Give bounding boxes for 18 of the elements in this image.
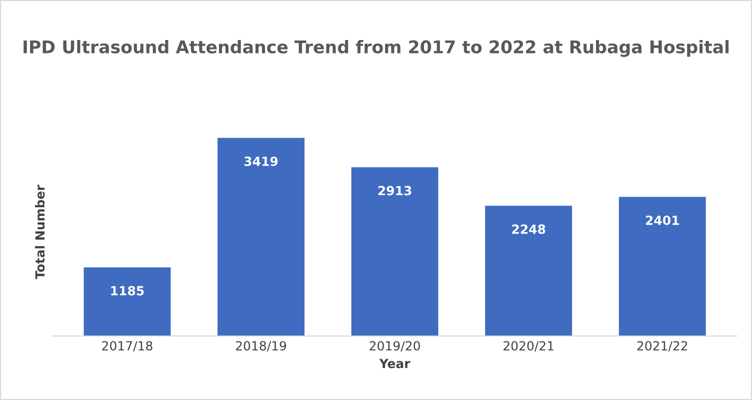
x-tick-label: 2021/22: [637, 341, 688, 352]
bar: [218, 138, 304, 336]
x-axis-title: Year: [379, 358, 410, 368]
chart-title: IPD Ultrasound Attendance Trend from 2017 to 2022 at Rubaga Hospital: [24, 40, 729, 57]
data-label: 2401: [646, 216, 679, 226]
data-label: 2913: [378, 186, 412, 196]
data-label: 2248: [512, 224, 546, 234]
y-axis-title: Total Number: [34, 184, 45, 280]
x-tick-label: 2018/19: [236, 341, 286, 352]
bar: [351, 167, 438, 336]
data-label: 3419: [244, 156, 278, 166]
bar: [485, 206, 572, 336]
x-tick-label: 2020/21: [504, 341, 554, 352]
bar: [618, 196, 706, 336]
bar: [84, 267, 171, 336]
x-tick-label: 2017/18: [102, 341, 152, 352]
x-tick-label: 2019/20: [370, 341, 420, 352]
data-label: 1185: [111, 286, 144, 296]
